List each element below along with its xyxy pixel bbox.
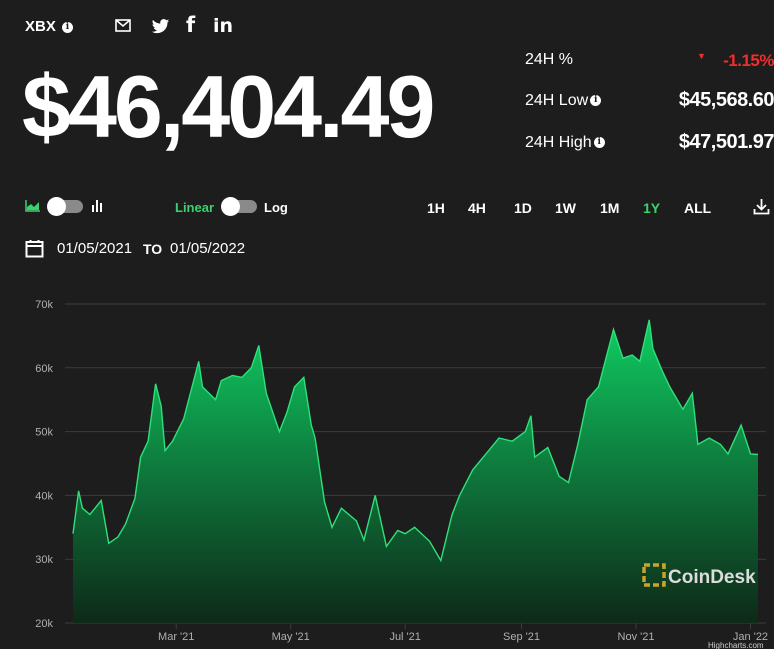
x-axis: Mar '21 May '21 Jul '21 Sep '21 Nov '21 Jan '… [158,623,768,643]
pct-change-value: -1.15% [723,51,774,70]
y-tick-label: 40k [35,490,53,502]
area-chart-icon[interactable] [25,199,41,212]
coindesk-watermark: CoinDesk [642,563,756,588]
range-all-button[interactable]: ALL [684,200,712,216]
high-value: $47,501.97 [678,131,774,153]
down-arrow-icon: ▼ [697,51,706,61]
log-scale-label[interactable]: Log [264,200,288,215]
range-1m-button[interactable]: 1M [600,200,620,216]
info-icon[interactable]: i [62,21,74,33]
current-price: $46,404.49 [22,57,435,156]
watermark-text: CoinDesk [668,567,756,588]
x-tick-label: May '21 [272,631,310,643]
x-tick-label: Jul '21 [389,631,420,643]
range-1w-button[interactable]: 1W [555,200,576,216]
ticker-label: XBX [25,18,56,35]
price-line [72,319,759,563]
mail-icon[interactable] [115,15,131,37]
pct-change-label: 24H % [525,51,574,68]
x-tick-label: Mar '21 [158,631,194,643]
to-label: TO [143,241,163,257]
y-tick-label: 30k [35,554,53,566]
chart-type-toggle[interactable] [47,197,83,216]
ticker-symbol: XBX i [25,18,74,35]
y-axis: 20k 30k 40k 50k 60k 70k [35,299,53,630]
scale-toggle-knob [221,197,240,216]
chart-type-toggle-knob [47,197,66,216]
low-label: 24H Low i [525,92,602,110]
low-info-icon[interactable]: i [590,95,602,107]
to-date[interactable]: 01/05/2022 [170,240,246,257]
low-value: $45,568.60 [678,89,774,111]
twitter-icon[interactable] [151,15,170,37]
high-label-text: 24H High [525,134,592,151]
x-tick-label: Jan '22 [733,631,768,643]
scale-toggle[interactable] [221,197,257,216]
range-1y-button[interactable]: 1Y [643,200,661,216]
linear-scale-label[interactable]: Linear [175,200,215,215]
price-area [73,319,758,623]
x-tick-label: Sep '21 [503,631,540,643]
high-label: 24H High i [525,134,605,152]
calendar-icon[interactable] [25,239,44,258]
y-tick-label: 60k [35,363,53,375]
linkedin-icon[interactable]: in [213,15,234,37]
download-icon[interactable] [753,198,770,215]
range-1h-button[interactable]: 1H [427,200,445,216]
facebook-icon[interactable]: f [186,13,196,37]
high-info-icon[interactable]: i [593,137,605,149]
coindesk-logo-icon [642,563,666,587]
from-date[interactable]: 01/05/2021 [57,240,133,257]
range-1d-button[interactable]: 1D [514,200,532,216]
bar-chart-icon[interactable] [91,199,103,212]
y-tick-label: 50k [35,427,53,439]
credit-text[interactable]: Highcharts.com [708,641,764,649]
range-4h-button[interactable]: 4H [468,200,486,216]
low-label-text: 24H Low [525,92,589,109]
y-tick-label: 20k [35,618,53,630]
x-tick-label: Nov '21 [618,631,655,643]
y-tick-label: 70k [35,299,53,311]
price-chart: 20k 30k 40k 50k 60k 70k Mar '21 May '21 Jul '21… [35,299,768,649]
